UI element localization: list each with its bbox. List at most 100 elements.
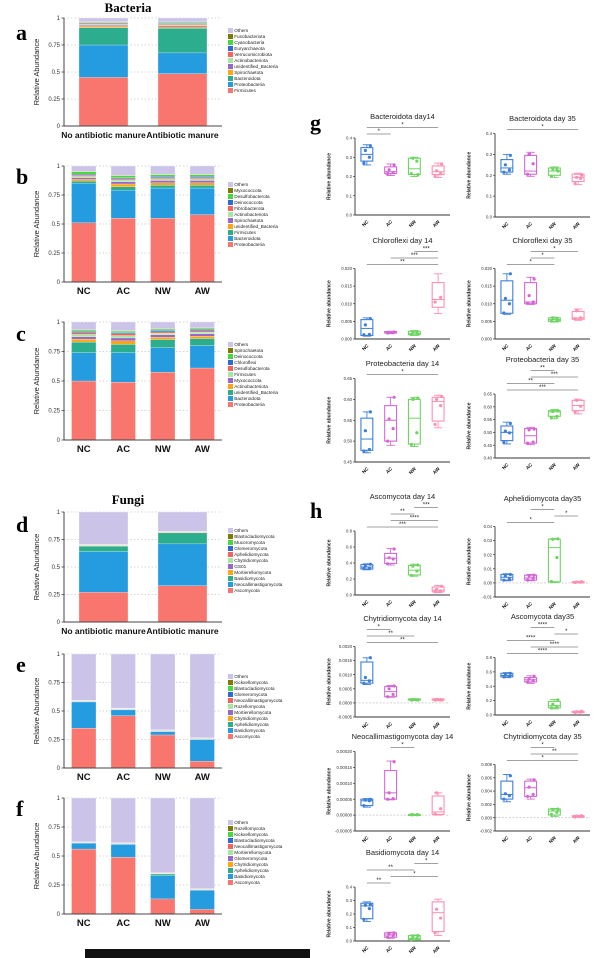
data-point bbox=[392, 330, 396, 334]
legend-label: Proteobacteria bbox=[234, 402, 265, 407]
legend-label: GS01 bbox=[234, 564, 247, 569]
legend-label: Ascomycota bbox=[234, 880, 260, 885]
bar-segment bbox=[150, 337, 176, 340]
significance-stars: * bbox=[565, 511, 568, 517]
legend-label: Rozellomycota bbox=[234, 704, 265, 709]
box-svg: Proteobacteria day 35 0.40 0.45 0.50 0.55 0.6… bbox=[467, 355, 590, 472]
box bbox=[431, 282, 445, 308]
bar-segment bbox=[71, 222, 97, 283]
y-tick-label: 0.3 bbox=[346, 155, 353, 160]
box bbox=[431, 586, 445, 593]
group-label: AC bbox=[385, 466, 395, 476]
significance-stars: *** bbox=[423, 503, 431, 509]
legend-item: Spirochaetota bbox=[228, 218, 278, 223]
boxplot-chloroflexi-day35: Chloroflexi day 35 0.000 0.005 0.010 0.015 0.… bbox=[464, 234, 596, 356]
data-point bbox=[556, 318, 560, 322]
group-label: NC bbox=[361, 599, 371, 609]
significance-stars: **** bbox=[410, 516, 420, 522]
bar-segment bbox=[110, 331, 136, 333]
legend-label: Chytridiomycota bbox=[234, 716, 268, 721]
data-point bbox=[549, 812, 553, 816]
bar-segment bbox=[110, 797, 136, 843]
data-point bbox=[439, 916, 443, 920]
bar-segment bbox=[110, 177, 136, 179]
legend-label: Others bbox=[234, 674, 249, 679]
y-axis-label: Relative abundance bbox=[467, 538, 473, 585]
boxplot-chytridiomycota-day35: Chytridiomycota day 35 -0.002 0.000 0.002 0.… bbox=[464, 730, 596, 848]
box bbox=[500, 159, 514, 173]
legend-item: Rozellomycota bbox=[228, 704, 282, 709]
category-label: NC bbox=[77, 772, 91, 783]
panel-label-g: g bbox=[310, 110, 321, 135]
legend-swatch bbox=[228, 838, 233, 843]
bar-segment bbox=[157, 28, 208, 54]
category-label: AW bbox=[195, 918, 210, 929]
legend-item: Verrucomicrobiota bbox=[228, 52, 278, 57]
data-point bbox=[551, 537, 555, 541]
y-axis-label: Relative abundance bbox=[327, 280, 333, 327]
data-point bbox=[415, 431, 419, 435]
y-axis-label: Relative abundance bbox=[467, 774, 473, 821]
bar-segment bbox=[71, 173, 97, 176]
legend-label: unidentified_Bacteria bbox=[234, 224, 278, 229]
box bbox=[360, 319, 374, 337]
group-label: AC bbox=[525, 719, 535, 729]
data-point bbox=[507, 302, 511, 306]
significance-stars: * bbox=[378, 625, 381, 631]
legend-label: Rozellomycota bbox=[234, 826, 265, 831]
group-label: NC bbox=[501, 601, 511, 611]
panel-b-chart: NC AC NW AW 0 0.25 0.5 0.75 1 Relative Abundance bbox=[30, 160, 226, 298]
data-point bbox=[392, 547, 396, 551]
legend-item: Actinobacteriota bbox=[228, 58, 278, 63]
significance-stars: **** bbox=[538, 649, 548, 655]
y-tick-label: 0.5 bbox=[52, 70, 61, 76]
y-tick-label: 0.0 bbox=[486, 215, 493, 220]
legend-item: Glomeromycota bbox=[228, 692, 282, 697]
legend-item: Others bbox=[228, 820, 282, 825]
data-point bbox=[551, 316, 555, 320]
data-point bbox=[409, 332, 413, 337]
y-tick-label: 0.55 bbox=[484, 417, 493, 422]
y-tick-label: 0.008 bbox=[481, 762, 492, 767]
y-tick-label: 0.45 bbox=[484, 443, 493, 448]
data-point bbox=[508, 272, 512, 276]
legend-swatch bbox=[228, 728, 233, 733]
legend-swatch bbox=[228, 546, 233, 551]
bar-segment bbox=[71, 176, 97, 178]
category-label: Antibiotic manure bbox=[146, 130, 219, 140]
significance-stars: **** bbox=[526, 636, 536, 642]
y-tick-label: -0.002 bbox=[480, 829, 493, 834]
y-tick-label: 0.25 bbox=[48, 251, 60, 257]
stacked_bar-svg: NC AC NW AW 0 0.25 0.5 0.75 1 Relative Abundance bbox=[32, 652, 222, 783]
legend-label: Fusobacteriota bbox=[234, 34, 266, 39]
group-label: AC bbox=[385, 835, 395, 845]
y-tick-label: 0.50 bbox=[344, 439, 353, 444]
legend-swatch bbox=[228, 390, 233, 395]
category-label: AW bbox=[195, 444, 210, 455]
group-label: AC bbox=[385, 945, 395, 955]
y-tick-label: 0.25 bbox=[48, 409, 60, 415]
data-point bbox=[362, 803, 366, 808]
significance-stars: * bbox=[565, 629, 568, 635]
group-label: NC bbox=[361, 466, 371, 476]
y-tick-label: 0.03 bbox=[484, 538, 493, 543]
legend-label: Neocallimastigomycota bbox=[234, 582, 283, 587]
y-tick-label: 0.25 bbox=[48, 883, 60, 889]
box bbox=[360, 798, 374, 807]
y-tick-label: 0 bbox=[57, 620, 61, 626]
legend-item: Proteobacteria bbox=[228, 82, 278, 87]
bar-segment bbox=[150, 332, 176, 335]
bar-segment bbox=[150, 178, 176, 181]
data-point bbox=[549, 174, 553, 178]
bar-segment bbox=[150, 731, 176, 736]
data-point bbox=[531, 440, 535, 444]
data-point bbox=[362, 567, 366, 571]
data-point bbox=[367, 679, 371, 683]
box-svg: Basidiomycota day 14 0.0 0.1 0.2 0.3 0.4 Relat… bbox=[327, 848, 450, 955]
y-tick-label: 1 bbox=[57, 652, 61, 658]
legend-swatch bbox=[228, 874, 233, 879]
significance-stars: * bbox=[541, 756, 544, 762]
legend-swatch bbox=[228, 200, 233, 205]
bar-segment bbox=[150, 653, 176, 730]
bar-segment bbox=[150, 218, 176, 283]
